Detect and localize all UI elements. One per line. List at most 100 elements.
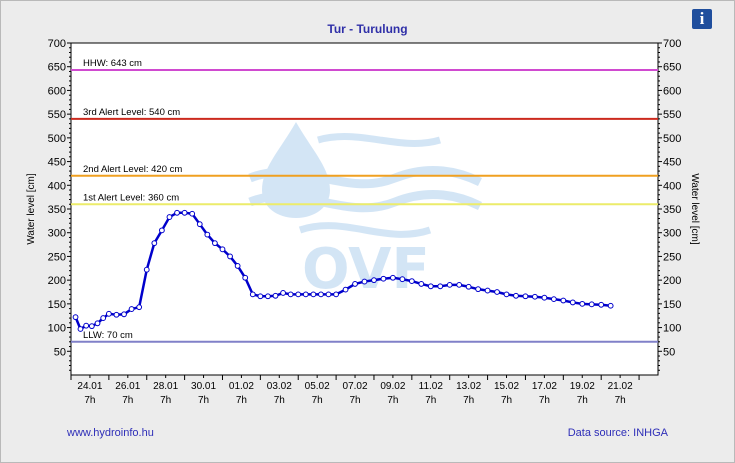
x-tick-label-time-6: 7h <box>312 395 323 406</box>
data-point-47 <box>437 283 444 290</box>
x-tick-label-date-12: 17.02 <box>532 381 557 392</box>
data-point-43 <box>399 276 406 283</box>
data-point-6 <box>105 310 112 317</box>
x-tick-label-time-5: 7h <box>274 395 285 406</box>
y-tick-label-right-200: 200 <box>663 275 681 287</box>
data-point-16 <box>181 209 188 216</box>
y-tick-label-left-500: 500 <box>48 133 66 145</box>
x-tick-label-time-2: 7h <box>160 395 171 406</box>
info-icon[interactable]: i <box>692 9 712 29</box>
y-tick-label-right-400: 400 <box>663 180 681 192</box>
website-link[interactable]: www.hydroinfo.hu <box>67 427 154 439</box>
data-point-61 <box>569 299 576 306</box>
data-point-59 <box>550 296 557 303</box>
data-point-64 <box>598 301 605 308</box>
data-point-3 <box>88 323 95 330</box>
data-point-29 <box>280 290 286 296</box>
data-point-57 <box>532 293 538 300</box>
y-tick-label-left-600: 600 <box>48 85 66 97</box>
data-point-19 <box>204 231 211 238</box>
data-point-17 <box>189 210 196 217</box>
data-point-33 <box>310 291 317 298</box>
data-point-55 <box>513 292 519 299</box>
data-point-46 <box>427 283 434 290</box>
data-point-23 <box>234 263 241 269</box>
y-tick-label-left-550: 550 <box>48 109 66 121</box>
x-tick-label-date-1: 26.01 <box>115 381 140 392</box>
x-tick-label-date-0: 24.01 <box>77 381 102 392</box>
x-tick-label-time-1: 7h <box>122 395 133 406</box>
data-point-56 <box>522 293 529 300</box>
data-point-44 <box>408 278 415 284</box>
y-tick-label-left-50: 50 <box>54 346 66 358</box>
y-tick-label-left-650: 650 <box>48 62 66 74</box>
data-point-42 <box>390 274 396 281</box>
data-point-30 <box>287 291 294 298</box>
data-point-41 <box>380 275 387 282</box>
y-tick-label-right-700: 700 <box>663 38 681 50</box>
y-tick-label-right-300: 300 <box>663 228 681 240</box>
reference-label-4: LLW: 70 cm <box>83 330 133 341</box>
data-point-65 <box>607 302 614 309</box>
chart-title: Tur - Turulung <box>327 22 408 36</box>
y-tick-label-left-150: 150 <box>48 299 66 311</box>
x-tick-label-date-5: 03.02 <box>267 381 292 392</box>
x-tick-label-time-8: 7h <box>387 395 398 406</box>
x-tick-label-time-14: 7h <box>615 395 626 406</box>
data-point-37 <box>342 286 349 293</box>
data-point-32 <box>302 291 309 298</box>
data-point-4 <box>94 320 101 327</box>
data-point-34 <box>318 291 324 298</box>
data-point-36 <box>333 291 339 298</box>
y-tick-label-right-100: 100 <box>663 323 681 335</box>
data-point-8 <box>121 311 127 318</box>
data-point-7 <box>113 311 120 318</box>
y-axis-label-right: Water level [cm] <box>689 173 700 245</box>
data-source-label: Data source: INHGA <box>567 427 668 439</box>
x-tick-label-time-13: 7h <box>577 395 588 406</box>
data-point-24 <box>242 274 249 281</box>
x-tick-label-date-14: 21.02 <box>608 381 633 392</box>
data-point-63 <box>588 301 595 308</box>
y-tick-label-right-500: 500 <box>663 133 681 145</box>
x-tick-label-date-3: 30.01 <box>191 381 216 392</box>
reference-label-3: 1st Alert Level: 360 cm <box>83 192 179 203</box>
x-tick-label-time-4: 7h <box>236 395 247 406</box>
data-point-2 <box>83 322 90 329</box>
reference-label-0: HHW: 643 cm <box>83 58 142 69</box>
y-tick-label-right-50: 50 <box>663 346 675 358</box>
y-tick-label-right-150: 150 <box>663 299 681 311</box>
data-point-25 <box>249 291 256 298</box>
data-point-27 <box>265 293 271 300</box>
data-point-18 <box>196 221 203 228</box>
x-tick-label-date-4: 01.02 <box>229 381 254 392</box>
data-point-21 <box>219 246 226 253</box>
data-point-13 <box>158 227 165 234</box>
data-point-58 <box>541 294 548 301</box>
data-point-35 <box>325 291 332 298</box>
reference-label-1: 3rd Alert Level: 540 cm <box>83 107 180 118</box>
data-point-39 <box>361 278 368 285</box>
y-tick-label-left-400: 400 <box>48 180 66 192</box>
y-tick-label-left-200: 200 <box>48 275 66 287</box>
data-point-51 <box>475 286 482 293</box>
y-tick-label-right-650: 650 <box>663 62 681 74</box>
y-tick-label-right-550: 550 <box>663 109 681 121</box>
data-point-60 <box>560 297 567 304</box>
data-point-48 <box>446 281 453 288</box>
x-tick-label-time-12: 7h <box>539 395 550 406</box>
x-tick-label-date-8: 09.02 <box>380 381 405 392</box>
data-point-40 <box>371 277 377 284</box>
data-point-20 <box>212 240 218 247</box>
data-point-26 <box>257 293 264 300</box>
x-tick-label-date-2: 28.01 <box>153 381 178 392</box>
data-point-0 <box>72 314 79 321</box>
data-point-22 <box>227 253 233 260</box>
y-tick-label-right-450: 450 <box>663 157 681 169</box>
data-point-10 <box>136 304 143 311</box>
x-tick-label-time-3: 7h <box>198 395 209 406</box>
x-tick-label-date-9: 11.02 <box>419 381 444 392</box>
data-point-62 <box>579 300 586 307</box>
y-tick-label-left-450: 450 <box>48 157 66 169</box>
